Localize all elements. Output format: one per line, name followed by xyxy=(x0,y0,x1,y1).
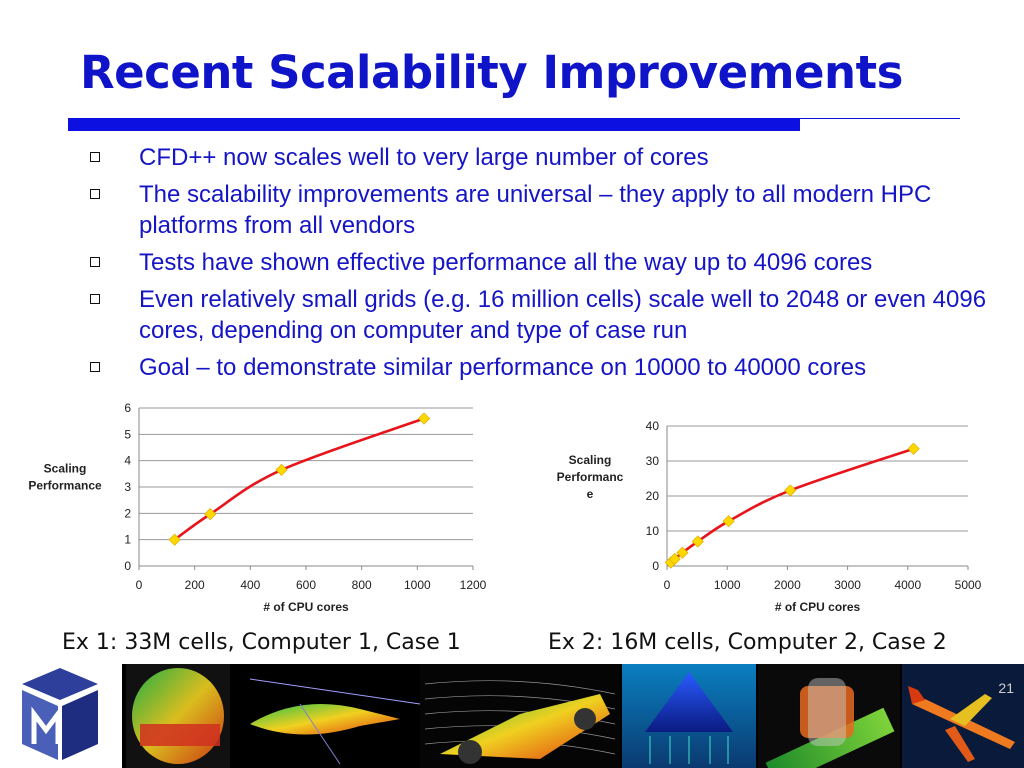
data-point xyxy=(907,442,920,455)
y-tick-label: 2 xyxy=(124,506,131,520)
x-tick-label: 1000 xyxy=(714,578,741,592)
x-tick-label: 4000 xyxy=(894,578,921,592)
x-tick-label: 0 xyxy=(664,578,671,592)
bullet-item: CFD++ now scales well to very large numb… xyxy=(0,142,1024,173)
x-tick-label: 800 xyxy=(352,578,372,592)
bullet-text: Tests have shown effective performance a… xyxy=(139,249,873,276)
data-point xyxy=(417,412,431,425)
y-axis-label: e xyxy=(587,487,594,501)
image-strip: 21 xyxy=(0,664,1024,768)
x-tick-label: 3000 xyxy=(834,578,861,592)
square-bullet-icon xyxy=(90,152,100,162)
title-underline-bar xyxy=(68,118,800,131)
square-bullet-icon xyxy=(90,362,100,372)
y-tick-label: 6 xyxy=(124,401,131,415)
y-tick-label: 0 xyxy=(652,559,659,573)
page-title: Recent Scalability Improvements xyxy=(80,46,903,99)
x-tick-label: 400 xyxy=(240,578,260,592)
square-bullet-icon xyxy=(90,257,100,267)
y-axis-label: Scaling xyxy=(569,453,612,467)
x-tick-label: 1000 xyxy=(404,578,431,592)
data-point xyxy=(275,463,288,476)
company-logo xyxy=(22,668,98,760)
bullet-text: Even relatively small grids (e.g. 16 mil… xyxy=(139,286,987,344)
bullet-item: Tests have shown effective performance a… xyxy=(0,247,1024,278)
x-tick-label: 1200 xyxy=(460,578,487,592)
data-point xyxy=(722,515,735,528)
y-tick-label: 4 xyxy=(124,454,131,468)
square-bullet-icon xyxy=(90,294,100,304)
x-tick-label: 0 xyxy=(136,578,143,592)
x-tick-label: 600 xyxy=(296,578,316,592)
y-tick-label: 3 xyxy=(124,480,131,494)
chart-1-caption: Ex 1: 33M cells, Computer 1, Case 1 xyxy=(62,630,461,655)
x-axis-label: # of CPU cores xyxy=(775,600,861,614)
y-tick-label: 40 xyxy=(646,419,660,433)
x-tick-label: 5000 xyxy=(955,578,982,592)
y-axis-label: Performance xyxy=(28,479,102,493)
bullet-item: Goal – to demonstrate similar performanc… xyxy=(0,352,1024,383)
series-line xyxy=(173,417,425,541)
data-point xyxy=(204,508,217,521)
y-tick-label: 5 xyxy=(124,427,131,441)
series-line xyxy=(669,447,914,564)
x-tick-label: 200 xyxy=(185,578,205,592)
x-tick-label: 2000 xyxy=(774,578,801,592)
data-point xyxy=(668,552,681,566)
data-point xyxy=(784,484,797,497)
y-tick-label: 1 xyxy=(124,533,131,547)
y-tick-label: 10 xyxy=(646,524,660,538)
y-tick-label: 0 xyxy=(124,559,131,573)
data-point xyxy=(168,533,181,546)
y-axis-label: Performanc xyxy=(557,470,624,484)
data-point xyxy=(676,546,689,559)
bullet-text: CFD++ now scales well to very large numb… xyxy=(139,144,709,171)
title-underline-line xyxy=(800,118,960,119)
bullet-item: Even relatively small grids (e.g. 16 mil… xyxy=(0,284,1024,346)
y-axis-label: Scaling xyxy=(44,462,87,476)
square-bullet-icon xyxy=(90,189,100,199)
chart-2-caption: Ex 2: 16M cells, Computer 2, Case 2 xyxy=(548,630,947,655)
y-tick-label: 30 xyxy=(646,454,660,468)
y-tick-label: 20 xyxy=(646,489,660,503)
data-point xyxy=(691,535,704,548)
bullet-item: The scalability improvements are univers… xyxy=(0,179,1024,241)
bullet-text: Goal – to demonstrate similar performanc… xyxy=(139,354,867,381)
bullet-text: The scalability improvements are univers… xyxy=(139,181,932,239)
bullet-list: CFD++ now scales well to very large numb… xyxy=(0,142,1024,389)
x-axis-label: # of CPU cores xyxy=(263,600,349,614)
page-number: 21 xyxy=(998,680,1014,696)
